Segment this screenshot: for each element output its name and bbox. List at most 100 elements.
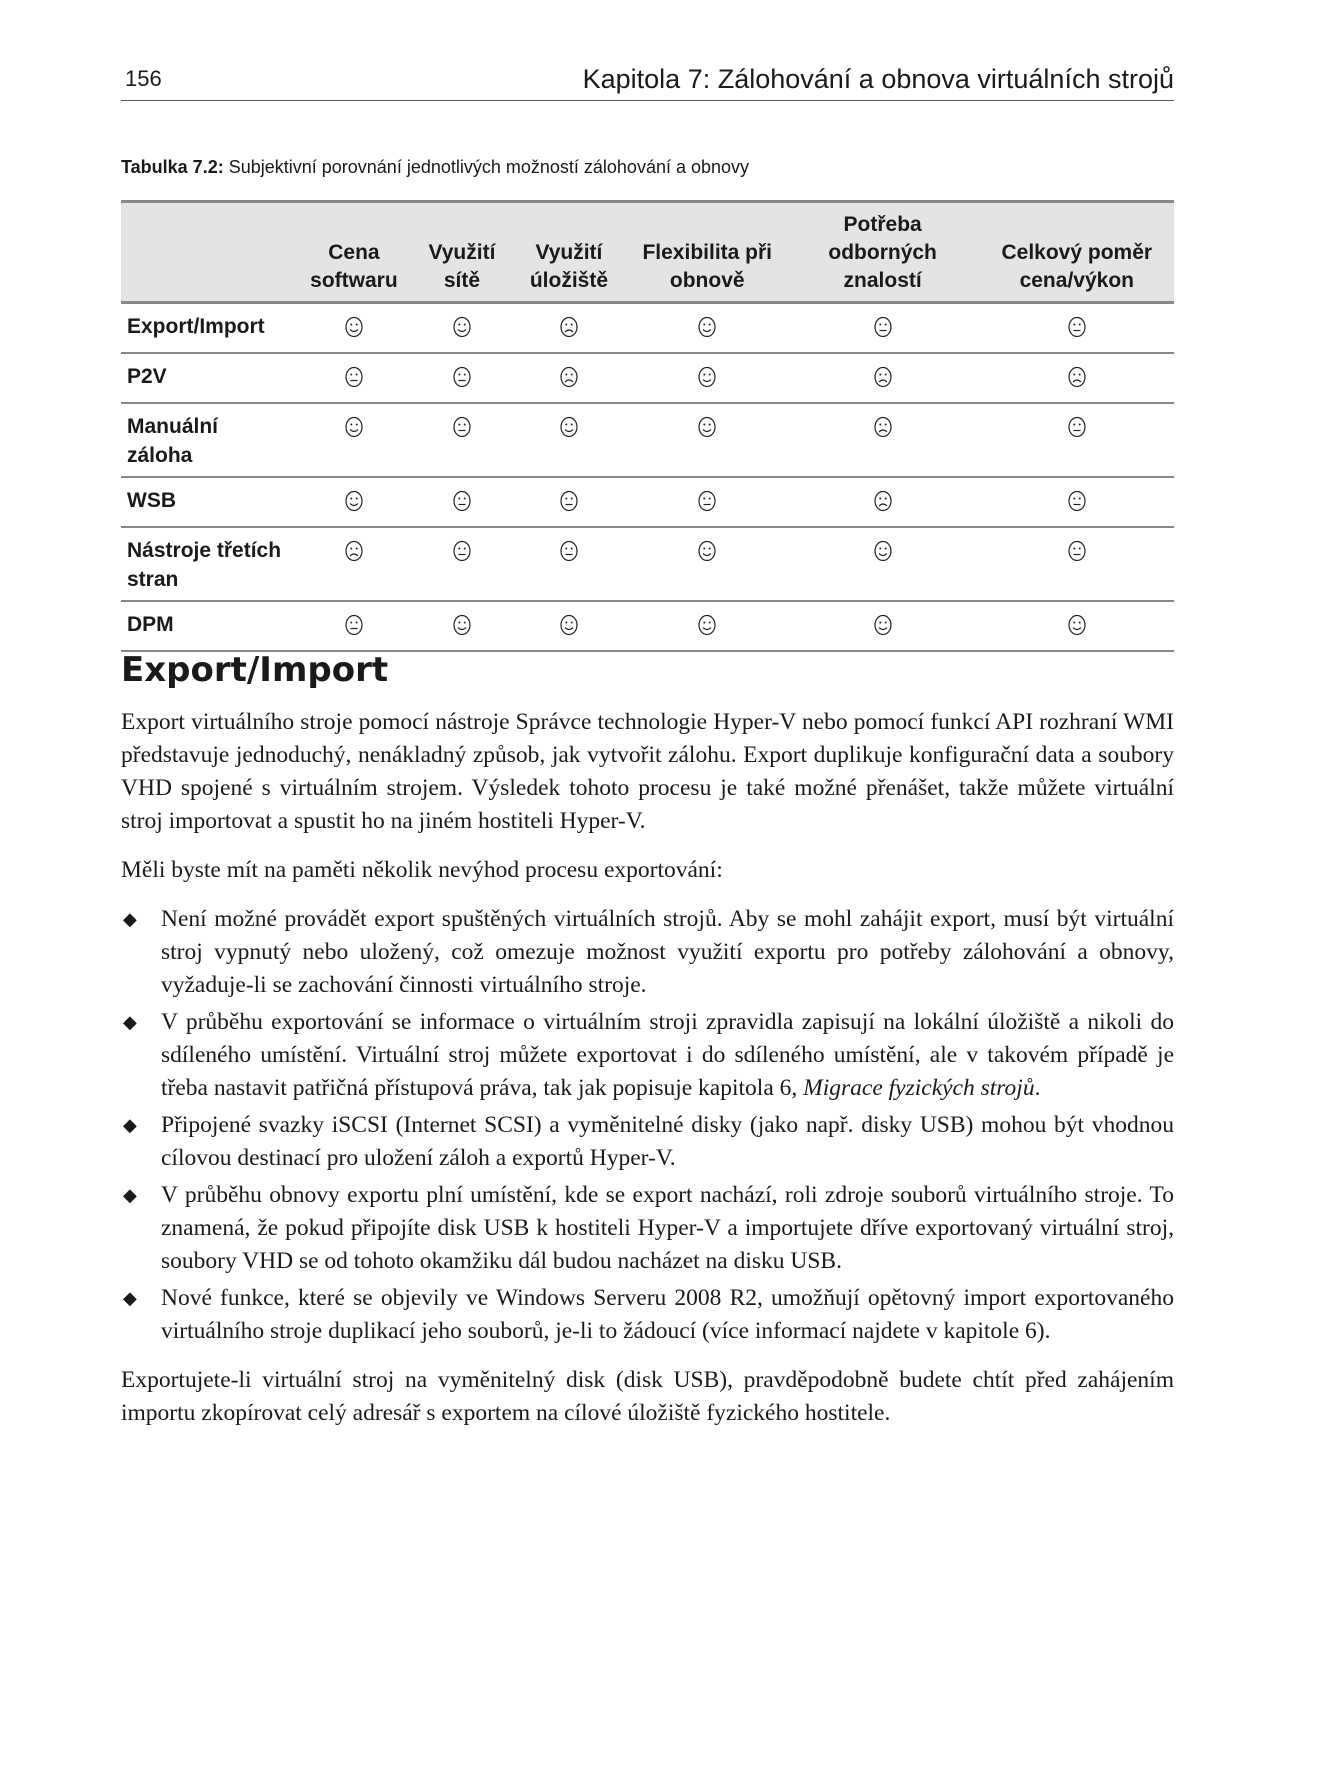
- list-item-text: V průběhu exportování se informace o vir…: [161, 1009, 1174, 1101]
- smiling-face-icon: [345, 316, 363, 338]
- table-row: Manuální záloha: [121, 403, 1174, 478]
- section-heading: Export/Import: [121, 650, 389, 690]
- rating-cell: [785, 403, 980, 478]
- rating-cell: [509, 353, 629, 404]
- column-header: Využití sítě: [428, 241, 496, 292]
- list-item-text: Nové funkce, které se objevily ve Window…: [161, 1285, 1174, 1344]
- neutral-face-icon: [453, 416, 471, 438]
- table-caption: Tabulka 7.2: Subjektivní porovnání jedno…: [121, 157, 749, 178]
- column-header: Využití úložiště: [529, 241, 609, 292]
- smiling-face-icon: [560, 416, 578, 438]
- rating-cell: [785, 527, 980, 602]
- smiling-face-icon: [1068, 614, 1086, 636]
- rating-cell: [509, 302, 629, 354]
- column-header: [121, 202, 293, 303]
- diamond-bullet-icon: ◆: [123, 1012, 137, 1032]
- frowning-face-icon: [560, 316, 578, 338]
- rating-cell: [293, 477, 415, 528]
- rating-cell: [628, 302, 786, 354]
- rating-cell: [293, 601, 415, 652]
- row-label: Manuální záloha: [121, 403, 293, 478]
- neutral-face-icon: [453, 366, 471, 388]
- neutral-face-icon: [345, 366, 363, 388]
- rating-cell: [979, 527, 1174, 602]
- rating-cell: [979, 403, 1174, 478]
- rating-cell: [414, 601, 510, 652]
- diamond-bullet-icon: ◆: [123, 1115, 137, 1135]
- rating-cell: [509, 527, 629, 602]
- rating-cell: [628, 527, 786, 602]
- paragraph: Export virtuálního stroje pomocí nástroj…: [121, 709, 1174, 834]
- neutral-face-icon: [560, 490, 578, 512]
- neutral-face-icon: [453, 540, 471, 562]
- neutral-face-icon: [1068, 416, 1086, 438]
- paragraph: Měli byste mít na paměti několik nevýhod…: [121, 857, 723, 883]
- rating-cell: [414, 353, 510, 404]
- row-label: Nástroje třetích stran: [121, 527, 293, 602]
- smiling-face-icon: [345, 416, 363, 438]
- rating-cell: [293, 527, 415, 602]
- row-label: Export/Import: [121, 302, 293, 354]
- caption-text: Subjektivní porovnání jednotlivých možno…: [223, 157, 750, 177]
- neutral-face-icon: [1068, 540, 1086, 562]
- frowning-face-icon: [874, 366, 892, 388]
- rating-cell: [509, 477, 629, 528]
- list-item-text: Připojené svazky iSCSI (Internet SCSI) a…: [161, 1112, 1174, 1171]
- rating-cell: [785, 353, 980, 404]
- diamond-bullet-icon: ◆: [123, 1185, 137, 1205]
- rating-cell: [509, 403, 629, 478]
- column-header: Celkový poměr cena/výkon: [1001, 241, 1153, 292]
- section-body: Export virtuálního stroje pomocí nástroj…: [121, 706, 1174, 1446]
- neutral-face-icon: [345, 614, 363, 636]
- frowning-face-icon: [345, 540, 363, 562]
- smiling-face-icon: [453, 316, 471, 338]
- row-label: WSB: [121, 477, 293, 528]
- table-row: P2V: [121, 353, 1174, 404]
- neutral-face-icon: [698, 490, 716, 512]
- comparison-table: Cena softwaru Využití sítě Využití úložišt…: [121, 200, 1174, 652]
- running-header: 156 Kapitola 7: Zálohování a obnova virt…: [121, 60, 1174, 101]
- rating-cell: [628, 477, 786, 528]
- neutral-face-icon: [453, 490, 471, 512]
- list-item-text: Není možné provádět export spuštěných vi…: [161, 906, 1174, 998]
- neutral-face-icon: [874, 316, 892, 338]
- list-item-text: V průběhu obnovy exportu plní umístění, …: [161, 1182, 1174, 1274]
- column-header: Cena softwaru: [310, 241, 398, 292]
- smiling-face-icon: [560, 614, 578, 636]
- smiling-face-icon: [698, 416, 716, 438]
- rating-cell: [979, 302, 1174, 354]
- smiling-face-icon: [345, 490, 363, 512]
- table-row: Nástroje třetích stran: [121, 527, 1174, 602]
- column-header: Potřeba odborných znalostí: [828, 213, 937, 292]
- smiling-face-icon: [698, 540, 716, 562]
- diamond-bullet-icon: ◆: [123, 909, 137, 929]
- list-item: ◆ Nové funkce, které se objevily ve Windo…: [121, 1282, 1174, 1348]
- paragraph: Exportujete-li virtuální stroj na vyměni…: [121, 1367, 1174, 1426]
- list-item: ◆ Připojené svazky iSCSI (Internet SCSI) …: [121, 1109, 1174, 1175]
- smiling-face-icon: [698, 366, 716, 388]
- rating-cell: [979, 477, 1174, 528]
- diamond-bullet-icon: ◆: [123, 1288, 137, 1308]
- neutral-face-icon: [1068, 316, 1086, 338]
- frowning-face-icon: [874, 490, 892, 512]
- rating-cell: [785, 601, 980, 652]
- rating-cell: [785, 477, 980, 528]
- row-label: P2V: [121, 353, 293, 404]
- table-row: Export/Import: [121, 302, 1174, 354]
- list-item-text-end: .: [1034, 1075, 1041, 1101]
- bullet-list: ◆ Není možné provádět export spuštěných v…: [121, 903, 1174, 1348]
- rating-cell: [293, 403, 415, 478]
- neutral-face-icon: [1068, 490, 1086, 512]
- frowning-face-icon: [1068, 366, 1086, 388]
- rating-cell: [414, 403, 510, 478]
- list-item: ◆ V průběhu exportování se informace o vi…: [121, 1006, 1174, 1105]
- smiling-face-icon: [698, 316, 716, 338]
- rating-cell: [293, 353, 415, 404]
- neutral-face-icon: [560, 540, 578, 562]
- row-label: DPM: [121, 601, 293, 652]
- rating-cell: [785, 302, 980, 354]
- table-header-row: Cena softwaru Využití sítě Využití úložišt…: [121, 201, 1174, 303]
- rating-cell: [628, 353, 786, 404]
- frowning-face-icon: [874, 416, 892, 438]
